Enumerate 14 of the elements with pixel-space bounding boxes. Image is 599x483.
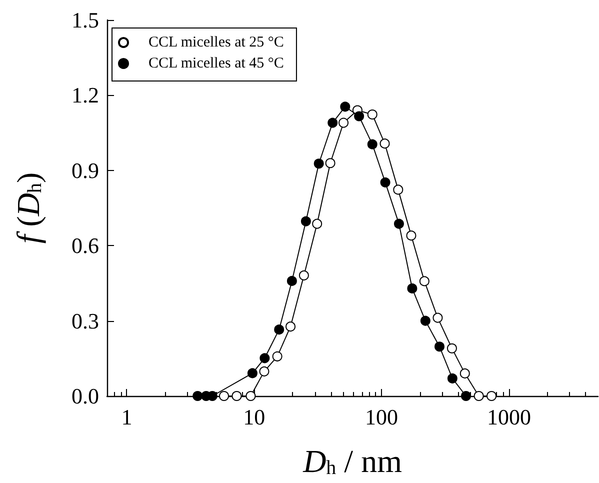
y-tick-label: 0.9 <box>72 158 99 183</box>
legend-label: CCL micelles at 25 °C <box>148 34 284 50</box>
y-tick-label: 1.5 <box>72 8 99 32</box>
x-tick-label: 10 <box>243 404 266 430</box>
legend-label: CCL micelles at 45 °C <box>148 56 284 72</box>
y-tick-label: 1.2 <box>72 82 99 108</box>
y-tick-label: 0.3 <box>72 308 99 334</box>
x-tick-label: 1000 <box>486 404 531 430</box>
x-axis-title: Dh / nm <box>302 443 402 479</box>
y-tick-label: 0.6 <box>72 233 99 258</box>
x-tick-label: 100 <box>365 404 398 430</box>
y-axis-title: f (Dh) <box>10 172 46 244</box>
x-tick-label: 1 <box>121 404 132 430</box>
y-tick-label: 0.0 <box>72 384 99 408</box>
